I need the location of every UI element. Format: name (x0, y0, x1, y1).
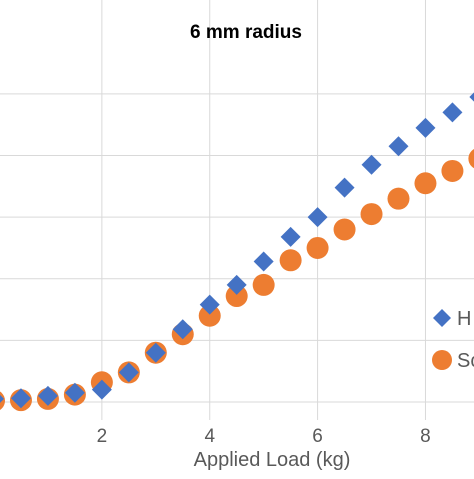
x-tick-label: 8 (420, 426, 431, 447)
data-point-diamond (145, 342, 166, 363)
legend-item-sc: Sc (432, 350, 474, 372)
data-point-diamond (172, 319, 193, 340)
data-point-circle (414, 172, 437, 195)
legend-item-h: H (433, 308, 471, 330)
data-point-circle (0, 391, 5, 410)
data-point-diamond (64, 382, 85, 403)
data-point-diamond (253, 251, 274, 272)
data-point-circle (441, 159, 464, 182)
data-point-diamond (37, 385, 58, 406)
data-point-diamond (442, 102, 463, 123)
plot-area (0, 92, 474, 412)
x-tick-label: 2 (97, 426, 108, 447)
data-point-diamond (361, 154, 382, 175)
data-point-circle (198, 304, 221, 327)
data-point-diamond (469, 92, 474, 102)
legend-label: Sc (457, 350, 474, 372)
data-point-circle (387, 187, 410, 210)
data-point-circle (252, 273, 275, 296)
x-tick-label: 4 (204, 426, 215, 447)
legend-label: H (457, 308, 471, 330)
data-point-diamond (0, 394, 4, 403)
x-axis-label: Applied Load (kg) (194, 449, 351, 471)
legend-marker-circle (432, 350, 452, 370)
data-point-circle (279, 249, 302, 272)
data-point-diamond (10, 388, 31, 409)
series-h (0, 92, 474, 409)
data-point-circle (333, 218, 356, 241)
data-point-circle (225, 285, 248, 308)
x-tick-label: 6 (312, 426, 323, 447)
chart-title: 6 mm radius (190, 22, 302, 43)
data-point-diamond (334, 177, 355, 198)
data-point-circle (468, 149, 474, 169)
data-point-diamond (199, 294, 220, 315)
data-point-circle (306, 236, 329, 259)
data-point-circle (360, 203, 383, 226)
data-point-diamond (226, 274, 247, 295)
data-point-diamond (91, 379, 112, 400)
data-point-diamond (388, 136, 409, 157)
data-point-diamond (118, 362, 139, 383)
legend-marker-diamond (433, 309, 451, 327)
data-point-diamond (307, 207, 328, 228)
data-point-diamond (280, 226, 301, 247)
legend: H Sc (432, 308, 474, 372)
data-point-diamond (415, 117, 436, 138)
x-axis-ticks: 2 4 6 8 (97, 426, 431, 447)
series-sc (0, 149, 474, 412)
